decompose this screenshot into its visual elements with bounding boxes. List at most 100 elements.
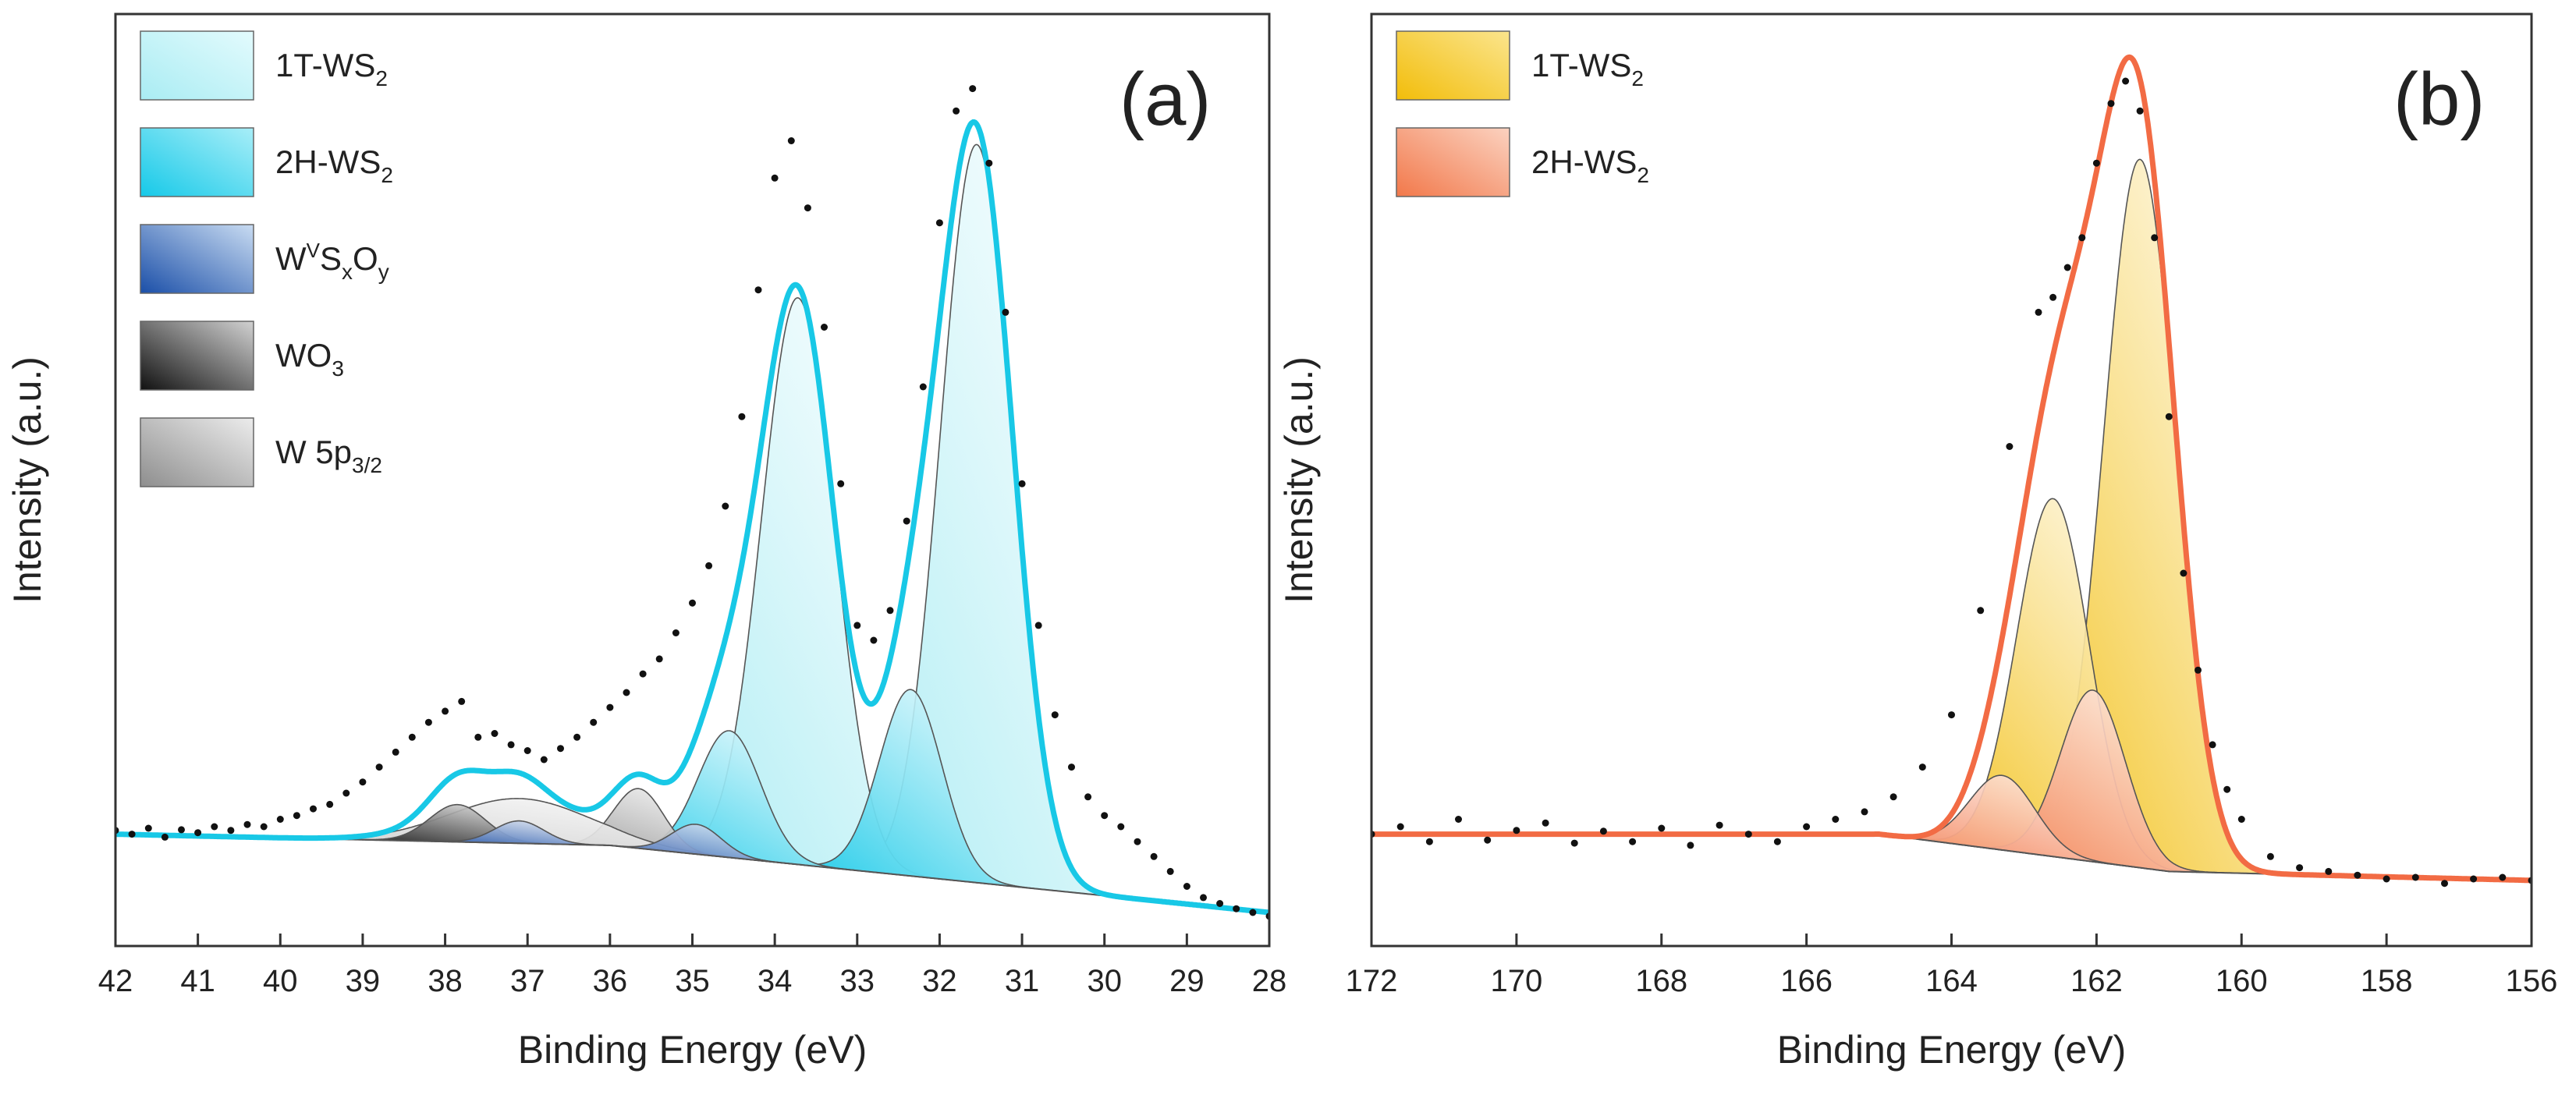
- x-tick-label: 42: [98, 964, 133, 998]
- data-point: [326, 800, 334, 808]
- data-point: [1832, 816, 1840, 823]
- data-point: [1233, 905, 1240, 912]
- data-point: [886, 607, 894, 615]
- data-point: [507, 741, 515, 749]
- data-point: [2383, 875, 2390, 883]
- data-point: [573, 733, 581, 741]
- data-point: [227, 827, 235, 834]
- data-point: [655, 655, 663, 663]
- data-point: [2180, 569, 2187, 577]
- panel-a: 42 41 40 39 38 37 36 35 34 33 32 31 30 29 28 Binding En…: [5, 12, 1286, 1072]
- data-point: [738, 413, 746, 420]
- data-point: [293, 812, 300, 820]
- x-tick-label: 168: [1635, 964, 1687, 998]
- data-point: [2209, 741, 2216, 749]
- data-point: [1200, 894, 1207, 902]
- x-tick-label: 38: [428, 964, 463, 998]
- x-tick-label: 29: [1169, 964, 1205, 998]
- data-point: [985, 159, 993, 167]
- data-point: [310, 805, 317, 813]
- data-point: [2354, 871, 2361, 879]
- data-point: [1513, 827, 1520, 834]
- legend-label: W 5p3/2: [275, 434, 382, 477]
- data-point: [1117, 823, 1125, 831]
- data-point: [474, 733, 482, 741]
- data-point: [540, 756, 548, 764]
- x-axis-label: Binding Energy (eV): [1777, 1028, 2126, 1072]
- data-point: [2470, 875, 2478, 883]
- data-point: [178, 826, 185, 834]
- data-point: [722, 502, 729, 510]
- data-point: [1101, 812, 1109, 820]
- data-point: [2049, 293, 2057, 301]
- data-point: [935, 219, 943, 227]
- data-point: [2136, 107, 2144, 115]
- legend-swatch: [140, 321, 254, 391]
- legend-swatch: [1396, 30, 1510, 101]
- data-point: [392, 748, 399, 756]
- legend: 1T-WS2 2H-WS2 WVSxOy WO3 W 5p3/2: [140, 30, 393, 487]
- data-point: [1716, 821, 1723, 829]
- x-tick-label: 158: [2361, 964, 2413, 998]
- data-point: [2035, 308, 2042, 316]
- data-point: [1744, 831, 1752, 838]
- data-point: [2107, 100, 2115, 108]
- legend-label: WVSxOy: [275, 239, 389, 284]
- data-point: [1948, 711, 1955, 719]
- x-tick-label: 39: [346, 964, 381, 998]
- x-tick-label: 162: [2070, 964, 2123, 998]
- x-tick-label: 164: [1925, 964, 1978, 998]
- data-point: [2122, 77, 2130, 85]
- data-point: [1455, 816, 1462, 823]
- data-point: [442, 707, 449, 715]
- panel-label: (b): [2393, 58, 2485, 141]
- data-point: [408, 733, 416, 741]
- data-point: [458, 697, 466, 705]
- panel-b: 172 170 168 166 164 162 160 158 156 Binding Energ…: [1277, 12, 2557, 1072]
- legend: 1T-WS2 2H-WS2: [1396, 30, 1649, 197]
- data-point: [557, 745, 564, 753]
- data-point: [1977, 607, 1985, 615]
- x-tick-label: 31: [1005, 964, 1040, 998]
- x-tick-label: 170: [1491, 964, 1543, 998]
- data-point: [161, 833, 169, 841]
- data-point: [623, 689, 630, 696]
- data-point: [1018, 480, 1026, 487]
- data-point: [639, 670, 647, 678]
- x-tick-label: 166: [1780, 964, 1833, 998]
- plot-area: [1371, 54, 2532, 888]
- data-point: [1068, 764, 1075, 771]
- data-point: [2325, 867, 2333, 875]
- x-tick-label: 172: [1346, 964, 1398, 998]
- data-point: [705, 562, 713, 569]
- data-point: [590, 718, 598, 726]
- data-point: [1542, 819, 1549, 827]
- data-point: [491, 730, 499, 737]
- data-point: [689, 599, 696, 607]
- data-point: [2195, 666, 2202, 674]
- panel-label: (a): [1119, 58, 1211, 141]
- legend-label: WO3: [275, 337, 344, 381]
- data-point: [2266, 852, 2274, 860]
- y-axis-label: Intensity (a.u.): [5, 356, 49, 604]
- envelope-line: [1371, 54, 2532, 884]
- data-point: [2411, 873, 2419, 881]
- x-tick-label: 41: [180, 964, 215, 998]
- data-point: [837, 480, 845, 487]
- data-point: [1918, 764, 1926, 771]
- data-point: [1889, 793, 1897, 801]
- data-point: [821, 324, 828, 331]
- x-tick-label: 32: [922, 964, 957, 998]
- data-point: [243, 820, 251, 828]
- data-point: [1570, 839, 1578, 847]
- data-point: [953, 107, 960, 115]
- data-point: [2499, 873, 2507, 881]
- data-point: [903, 517, 910, 525]
- data-point: [2063, 264, 2071, 271]
- data-point: [211, 823, 218, 831]
- data-point: [1687, 841, 1694, 849]
- data-point: [606, 703, 614, 711]
- data-point: [1084, 793, 1092, 801]
- data-point: [2296, 864, 2304, 872]
